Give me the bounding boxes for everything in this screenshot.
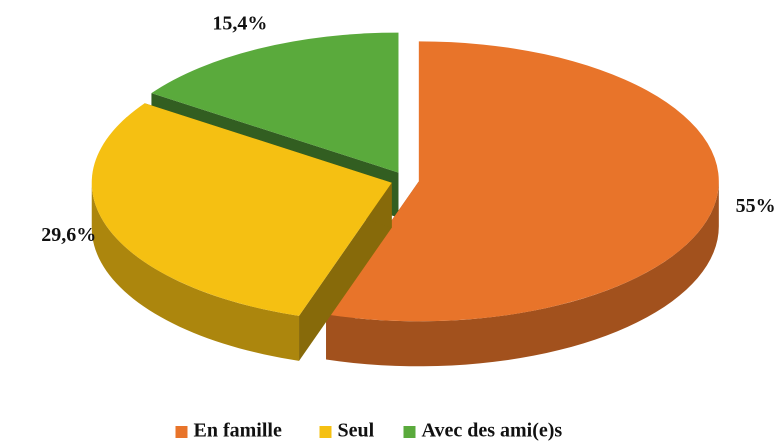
slice-side xyxy=(326,181,719,367)
legend-label: En famille xyxy=(194,420,282,442)
value-label: 55% xyxy=(736,195,776,217)
slice xyxy=(326,41,719,367)
legend-swatch xyxy=(319,426,332,438)
slice xyxy=(91,103,392,361)
slice xyxy=(91,103,392,316)
value-label: 15,4% xyxy=(212,13,267,35)
slice xyxy=(151,32,399,173)
legend-swatch xyxy=(403,426,416,438)
slice-wall xyxy=(299,182,392,361)
legend-swatch xyxy=(175,426,188,438)
legend-label: Seul xyxy=(338,420,375,442)
legend-label: Avec des ami(e)s xyxy=(422,420,563,442)
value-label: 29,6% xyxy=(41,224,96,246)
slice xyxy=(326,41,719,322)
slice-side xyxy=(91,182,300,361)
